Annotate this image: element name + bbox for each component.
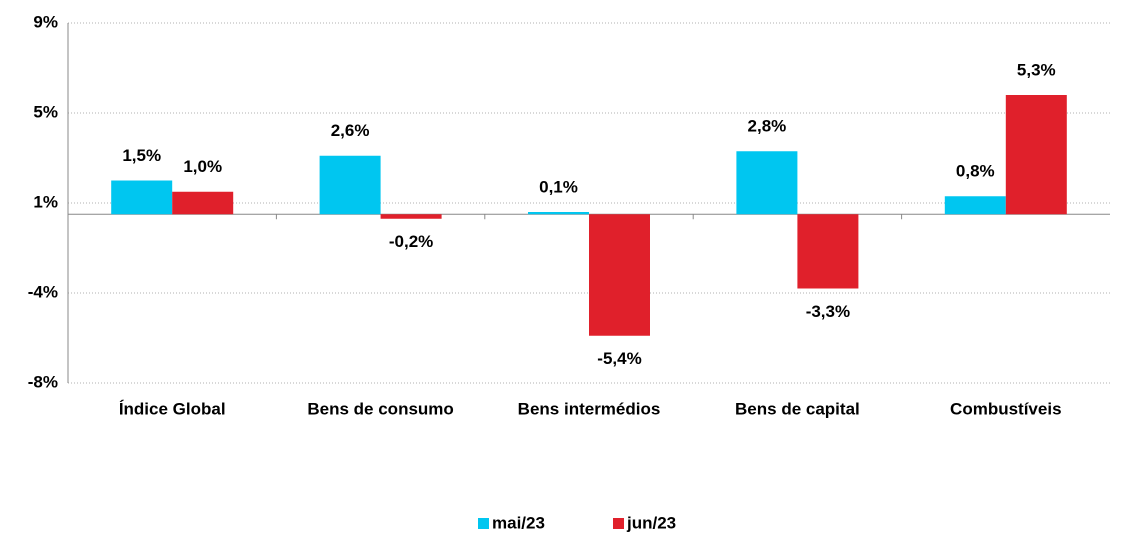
x-tick-label: Bens de capital [735, 399, 860, 418]
legend-swatch [613, 518, 624, 529]
legend-label: jun/23 [626, 513, 676, 532]
legend-swatch [478, 518, 489, 529]
data-label: -0,2% [389, 232, 433, 251]
bar [736, 151, 798, 215]
y-tick-label: -8% [28, 372, 58, 391]
bar [172, 191, 234, 215]
bar [1005, 95, 1067, 215]
x-tick-label: Índice Global [119, 399, 226, 418]
x-tick-label: Combustíveis [950, 399, 1061, 418]
data-label: 0,1% [539, 177, 578, 196]
data-label: 2,6% [331, 121, 370, 140]
bar [111, 180, 173, 215]
bar [380, 214, 442, 219]
x-tick-label: Bens de consumo [307, 399, 453, 418]
data-label: -3,3% [806, 302, 850, 321]
bar [528, 212, 589, 215]
y-tick-label: -4% [28, 282, 58, 301]
data-label: 5,3% [1017, 60, 1056, 79]
data-label: 1,5% [122, 146, 161, 165]
bar [944, 196, 1006, 215]
data-label: 2,8% [748, 117, 787, 136]
bar [589, 214, 650, 336]
y-tick-label: 9% [33, 12, 58, 31]
y-tick-label: 1% [33, 192, 58, 211]
data-label: 1,0% [183, 157, 222, 176]
x-tick-label: Bens intermédios [518, 399, 661, 418]
data-label: 0,8% [956, 162, 995, 181]
y-tick-label: 5% [33, 102, 58, 121]
data-label: -5,4% [597, 349, 641, 368]
bar [319, 155, 381, 215]
legend-label: mai/23 [492, 513, 545, 532]
bar [797, 214, 859, 289]
